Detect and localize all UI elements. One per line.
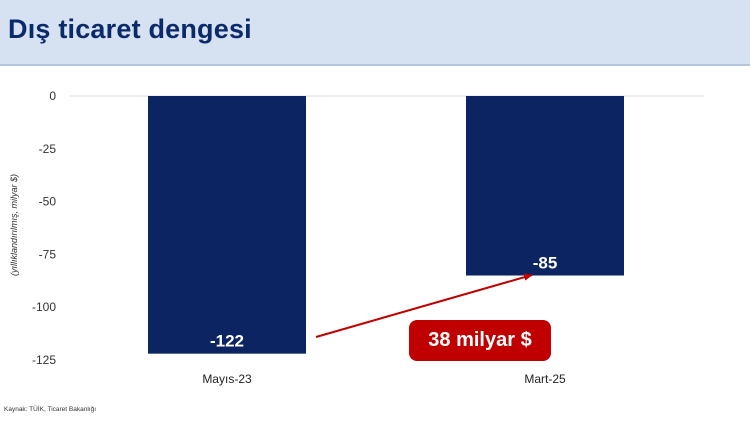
y-tick-label: -75 [39, 247, 57, 261]
bar [466, 96, 624, 276]
difference-callout: 38 milyar $ [409, 320, 551, 361]
bar-value-label: -85 [533, 254, 558, 273]
x-tick-label: Mayıs-23 [202, 372, 252, 386]
x-tick-label: Mart-25 [524, 372, 566, 386]
y-tick-label: -100 [32, 300, 56, 314]
y-tick-label: -25 [39, 142, 57, 156]
y-tick-label: -125 [32, 353, 56, 367]
y-tick-label: -50 [39, 195, 57, 209]
slide-header: Dış ticaret dengesi [0, 0, 750, 66]
difference-callout-text: 38 milyar $ [428, 329, 532, 351]
y-tick-label: 0 [49, 89, 56, 103]
bar [148, 96, 306, 354]
bar-value-label: -122 [210, 332, 244, 351]
change-arrow [315, 273, 533, 338]
source-note: Kaynak: TÜİK, Ticaret Bakanlığı [4, 406, 97, 413]
page-title: Dış ticaret dengesi [8, 14, 252, 44]
